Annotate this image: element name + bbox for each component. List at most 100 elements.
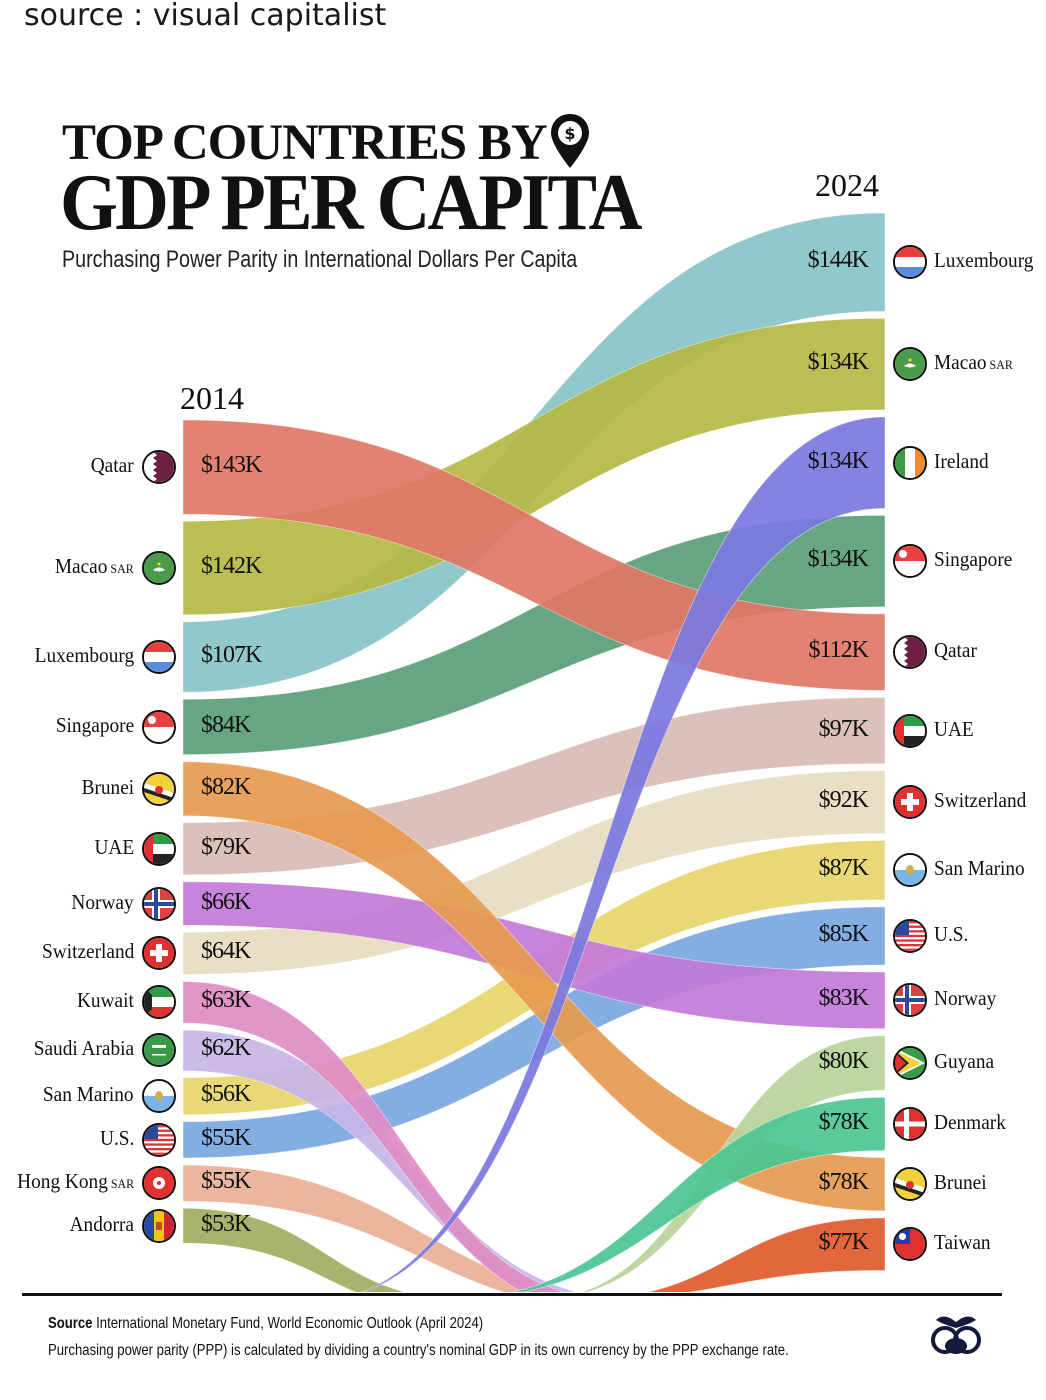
- country-label-2024: Norway: [934, 986, 996, 1011]
- country-label-2014: Luxembourg: [35, 643, 134, 668]
- footer-note: Purchasing power parity (PPP) is calcula…: [48, 1342, 789, 1359]
- country-name: Saudi Arabia: [33, 1036, 134, 1061]
- chart-title-line2: GDP PER CAPITA: [60, 159, 642, 247]
- country-name: UAE: [94, 834, 134, 859]
- value-label-2014: $53K: [201, 1210, 251, 1237]
- flow-brunei: [182, 761, 886, 1212]
- country-name: Qatar: [91, 453, 134, 478]
- country-label-2014: San Marino: [43, 1082, 134, 1107]
- country-name: Singapore: [55, 713, 134, 737]
- country-label-2014: Norway: [72, 890, 134, 915]
- country-label-2014: UAE: [94, 835, 134, 860]
- country-label-2024: Switzerland: [934, 788, 1026, 813]
- saudi-flag-icon: [142, 1033, 176, 1068]
- country-name: Hong Kong: [17, 1169, 108, 1194]
- country-name: Taiwan: [934, 1230, 991, 1255]
- year-label-right: 2024: [815, 167, 879, 203]
- country-label-2014: Andorra: [70, 1212, 134, 1237]
- country-label-2014: Kuwait: [77, 988, 134, 1013]
- value-label-2024: $97K: [818, 715, 869, 742]
- value-label-2014: $55K: [201, 1168, 251, 1195]
- country-name: Guyana: [934, 1048, 995, 1073]
- source-caption: source : visual capitalist: [24, 0, 387, 33]
- flow-hongkong-exit: [182, 1164, 572, 1292]
- svg-text:$: $: [564, 124, 575, 143]
- country-name: U.S.: [934, 921, 969, 946]
- value-label-2024: $87K: [818, 855, 869, 882]
- country-name: Denmark: [934, 1109, 1006, 1134]
- flow-andorra-exit: [182, 1207, 407, 1292]
- value-label-2014: $79K: [201, 833, 251, 860]
- country-name: Macao: [934, 350, 987, 375]
- country-label-2024: Denmark: [934, 1110, 1006, 1135]
- value-label-2014: $64K: [201, 938, 251, 965]
- country-name: Luxembourg: [34, 643, 134, 668]
- value-label-2014: $84K: [201, 712, 251, 738]
- country-label-2014: Macao SAR: [55, 554, 134, 579]
- country-suffix: SAR: [107, 1176, 134, 1192]
- country-label-2024: Ireland: [934, 449, 989, 474]
- value-label-2024: $85K: [818, 920, 869, 947]
- country-suffix: SAR: [107, 561, 134, 577]
- value-label-2024: $134K: [807, 349, 869, 376]
- qatar-flag-icon: [142, 450, 176, 485]
- flow-macao: [182, 317, 886, 616]
- country-name: Andorra: [69, 1211, 134, 1236]
- country-name: U.S.: [99, 1125, 134, 1150]
- guyana-flag-icon: [893, 1045, 927, 1080]
- value-label-2024: $134K: [807, 546, 869, 573]
- country-name: Switzerland: [41, 939, 134, 964]
- value-label-2024: $77K: [818, 1229, 869, 1256]
- qatar-flag-icon: [893, 635, 927, 670]
- value-label-2014: $82K: [201, 773, 251, 800]
- country-suffix: SAR: [986, 357, 1013, 373]
- country-label-2024: Guyana: [934, 1049, 994, 1074]
- map-pin-dollar-icon: $: [551, 114, 589, 168]
- brunei-flag-icon: [142, 771, 176, 806]
- country-label-2024: San Marino: [934, 856, 1025, 881]
- country-label-2014: Qatar: [91, 453, 134, 478]
- country-name: Singapore: [934, 547, 1013, 572]
- country-name: San Marino: [43, 1082, 134, 1107]
- value-label-2024: $83K: [818, 985, 869, 1012]
- country-label-2014: Switzerland: [42, 939, 134, 964]
- value-label-2014: $66K: [201, 888, 251, 915]
- luxembourg-flag-icon: [142, 640, 176, 675]
- country-name: San Marino: [934, 856, 1025, 881]
- footer-source-text: International Monetary Fund, World Econo…: [96, 1315, 484, 1332]
- singapore-flag-icon: [893, 544, 927, 579]
- country-label-2014: Saudi Arabia: [34, 1036, 134, 1061]
- country-name: Brunei: [934, 1170, 987, 1195]
- switzerland-flag-icon: [142, 936, 176, 971]
- country-label-2024: UAE: [934, 717, 974, 742]
- uae-flag-icon: [893, 713, 927, 748]
- value-label-2024: $112K: [808, 637, 869, 664]
- footer-source: Source International Monetary Fund, Worl…: [48, 1315, 483, 1333]
- country-name: Kuwait: [77, 988, 134, 1013]
- value-label-2014: $143K: [201, 452, 262, 479]
- us-flag-icon: [142, 1122, 176, 1157]
- chart-baseline-rule: [22, 1293, 1002, 1296]
- country-name: Luxembourg: [934, 248, 1034, 273]
- country-name: Ireland: [934, 448, 989, 473]
- country-name: Norway: [934, 986, 997, 1011]
- flow-kuwait-exit: [182, 981, 566, 1292]
- value-label-2014: $107K: [201, 642, 262, 669]
- flow-denmark-enter: [512, 1096, 886, 1292]
- macao-flag-icon: [893, 347, 927, 382]
- value-label-2024: $144K: [807, 247, 869, 274]
- denmark-flag-icon: [893, 1106, 927, 1141]
- value-label-2024: $92K: [818, 787, 869, 814]
- country-label-2014: U.S.: [100, 1126, 134, 1151]
- brunei-flag-icon: [893, 1167, 927, 1202]
- year-label-left: 2014: [180, 380, 244, 416]
- value-label-2024: $78K: [818, 1169, 869, 1196]
- andorra-flag-icon: [142, 1208, 176, 1243]
- visual-capitalist-logo-icon: [931, 1316, 981, 1354]
- us-flag-icon: [893, 918, 927, 953]
- footer-source-label: Source: [48, 1315, 93, 1332]
- taiwan-flag-icon: [893, 1227, 927, 1262]
- value-label-2024: $134K: [807, 447, 869, 474]
- value-label-2024: $78K: [818, 1108, 869, 1135]
